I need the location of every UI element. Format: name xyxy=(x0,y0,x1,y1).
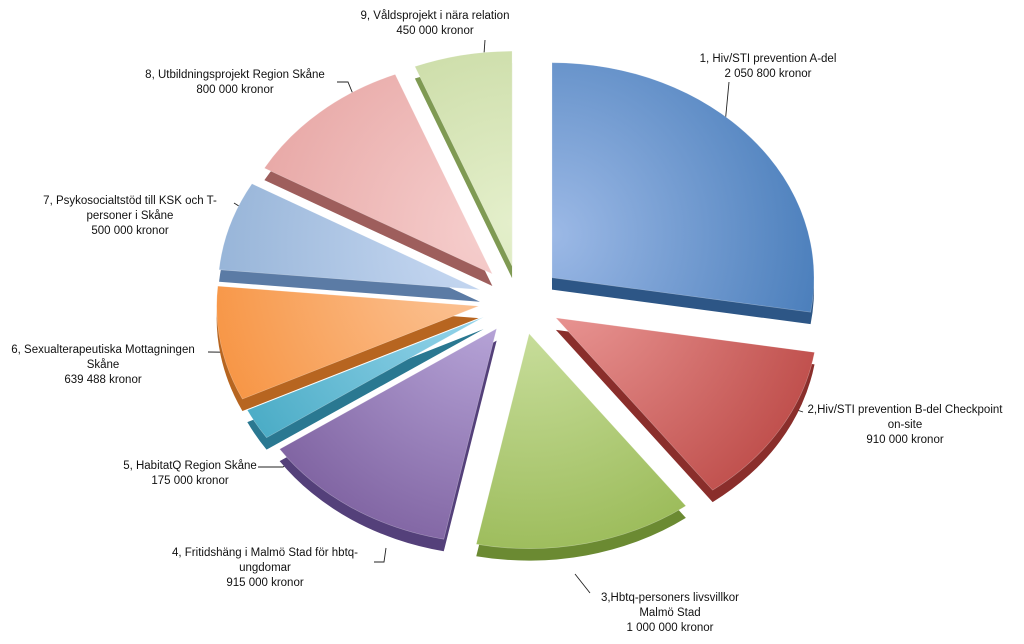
slice-label-4: 4, Fritidshäng i Malmö Stad för hbtq-ung… xyxy=(172,547,358,589)
pie-slice-8 xyxy=(263,74,494,275)
pie-slice-3 xyxy=(475,333,687,549)
slice-label-6: 6, Sexualterapeutiska Mottagningen Skåne 6… xyxy=(11,344,195,386)
pie-slice-6 xyxy=(216,285,479,400)
pie-slice-7 xyxy=(218,183,481,290)
slice-label-5: 5, HabitatQ Region Skåne 175 000 kronor xyxy=(123,460,257,487)
slice-label-3: 3,Hbtq-personers livsvillkor Malmö Stad 1 … xyxy=(600,592,740,634)
leader-line-3 xyxy=(574,573,591,594)
slice-label-2: 2,Hiv/STI prevention B-del Checkpoint on-… xyxy=(807,404,1003,446)
pie-slice-9 xyxy=(414,50,513,267)
slice-label-1: 1, Hiv/STI prevention A-del 2 050 800 kro… xyxy=(699,53,837,80)
pie-slice-5-depth xyxy=(247,329,484,450)
pie-slice-2 xyxy=(555,317,815,491)
pie-slice-4 xyxy=(279,328,498,540)
slice-top-layer xyxy=(216,50,815,549)
slice-label-8: 8, Utbildningsprojekt Region Skåne 800 00… xyxy=(145,69,325,96)
slice-label-9: 9, Våldsprojekt i nära relation 450 000 k… xyxy=(360,10,510,37)
pie-slice-5 xyxy=(246,316,484,439)
pie-slice-1 xyxy=(551,62,815,313)
slice-label-7: 7, Psykosocialtstöd till KSK och T-perso… xyxy=(43,195,217,237)
leader-line-4 xyxy=(374,547,387,563)
